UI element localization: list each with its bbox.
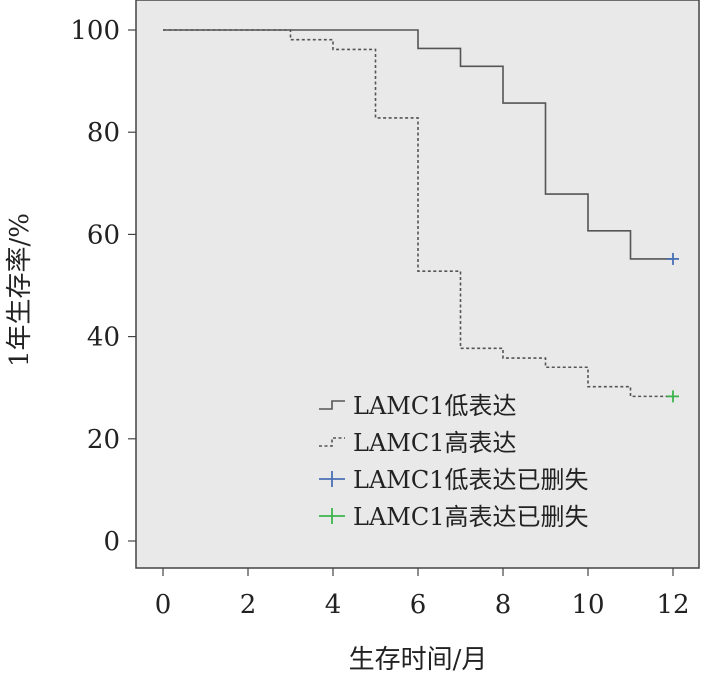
legend-label: LAMC1低表达 [353,392,516,420]
y-tick-label: 60 [87,220,120,250]
x-tick-label: 6 [410,590,427,620]
series-line-0 [163,29,673,260]
y-tick-label: 0 [103,527,120,557]
x-tick-label: 12 [656,590,689,620]
legend: LAMC1低表达 LAMC1高表达 LAMC1低表达已删失 LAMC1高表达已删失 [319,392,588,531]
x-tick-label: 0 [155,590,172,620]
legend-label: LAMC1高表达已删失 [353,503,588,531]
y-tick-label: 20 [87,425,120,455]
y-tick-label: 40 [87,323,120,353]
censor-markers [667,252,679,403]
survival-curves [163,29,673,398]
y-axis-title: 1年生存率/% [5,213,35,367]
plot-area [135,0,700,569]
x-tick-label: 10 [571,590,604,620]
legend-label: LAMC1低表达已删失 [353,466,588,494]
legend-symbol [319,400,345,410]
legend-symbol [319,437,345,447]
series-line-1 [163,29,673,398]
x-axis-title: 生存时间/月 [349,645,488,675]
x-tick-label: 8 [495,590,512,620]
legend-label: LAMC1高表达 [353,429,516,457]
y-axis: 0 20 40 60 80 100 [70,16,136,557]
y-tick-label: 80 [87,118,120,148]
x-axis: 0 2 4 6 8 10 12 [155,568,690,620]
x-tick-label: 4 [325,590,342,620]
y-tick-label: 100 [70,16,120,46]
x-tick-label: 2 [240,590,257,620]
